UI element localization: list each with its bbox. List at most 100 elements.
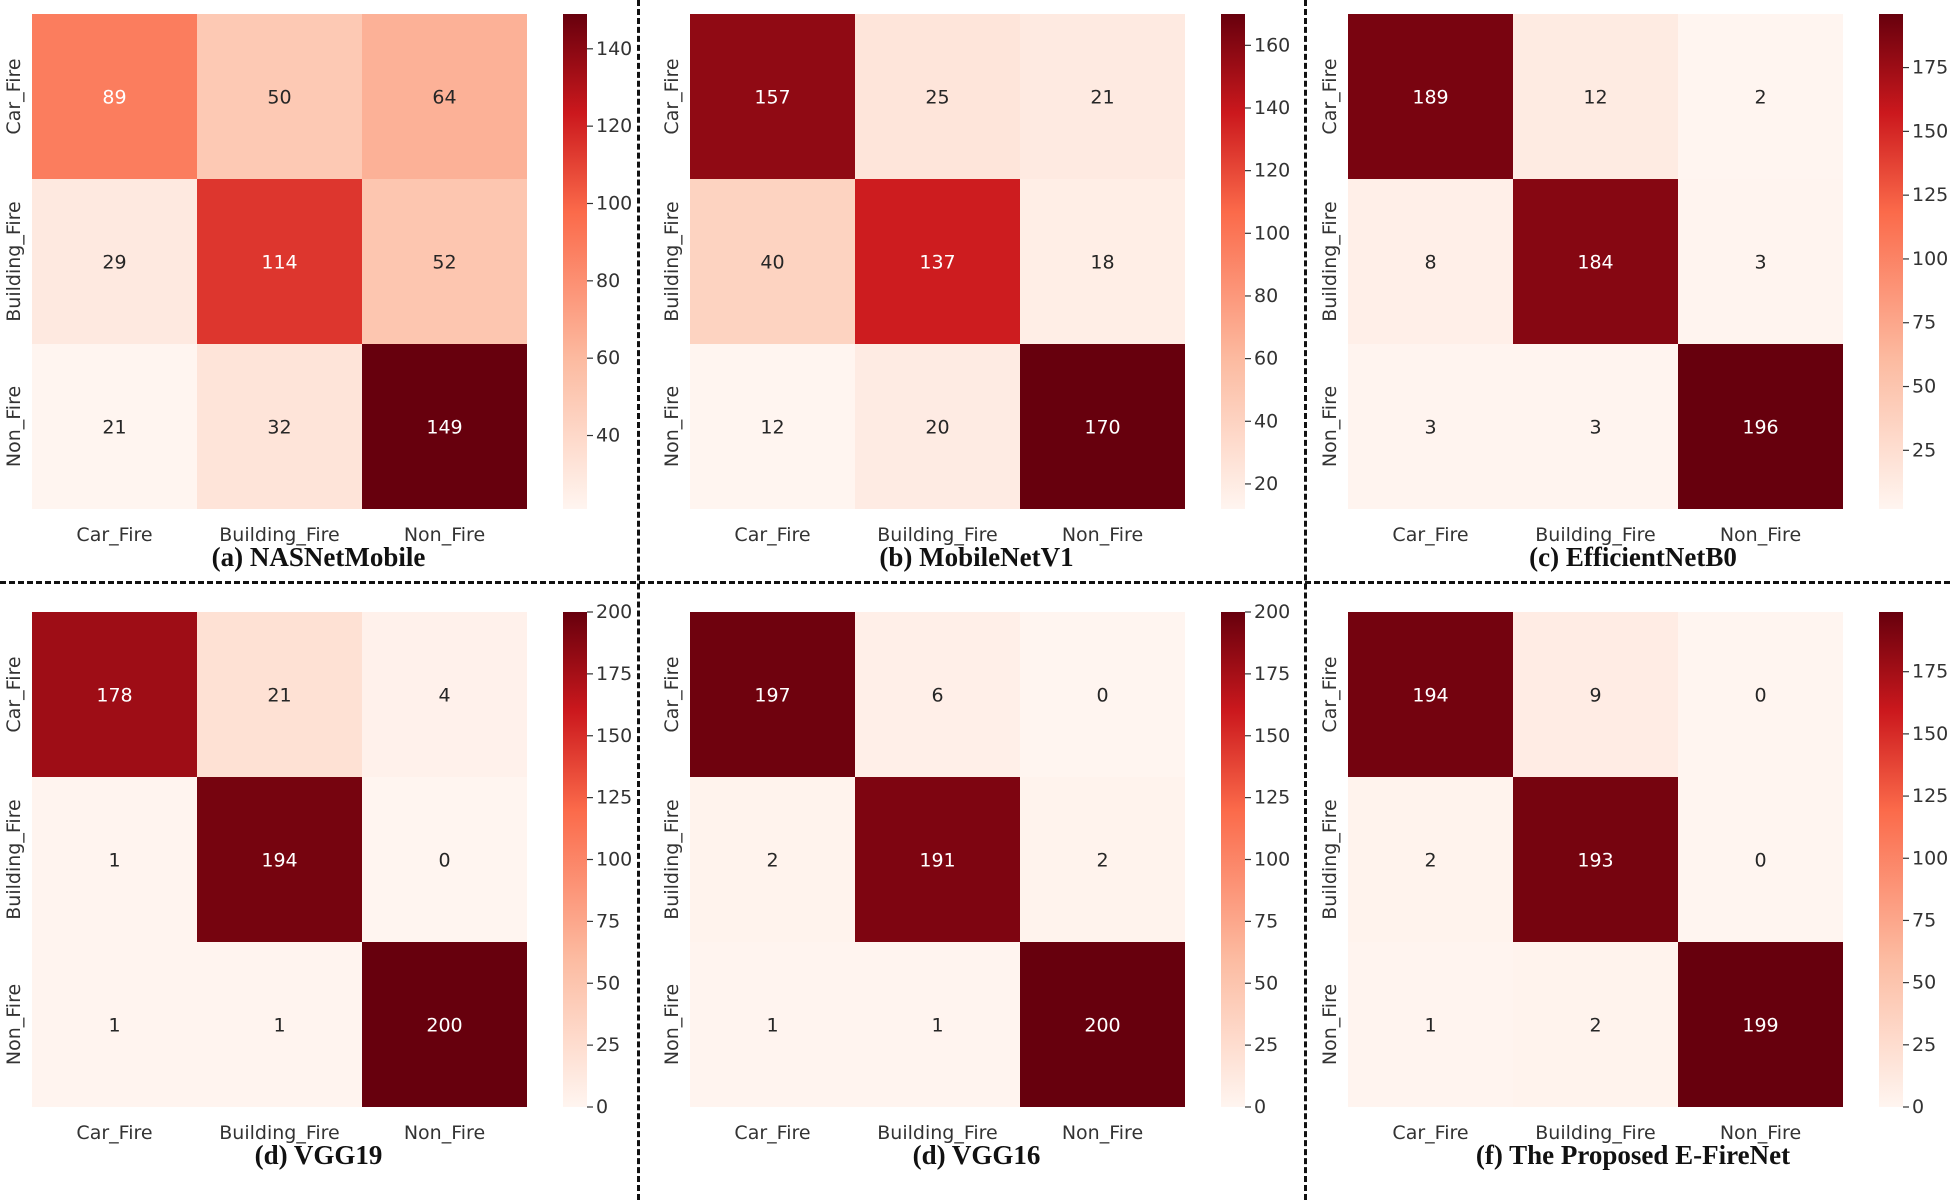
colorbar-tick-label: 0 <box>1254 1096 1266 1118</box>
colorbar-tick-label: 60 <box>596 347 620 369</box>
cell-value-label: 114 <box>261 252 297 274</box>
panel-efficientnetb0: 189 12 2 8 184 3 3 3 196 Car_Fire Building_Fire Non… <box>1316 0 1950 581</box>
cell-value-label: 197 <box>754 685 790 707</box>
cell-value-label: 18 <box>1090 252 1114 274</box>
colorbar-tick-label: 80 <box>1254 285 1278 307</box>
heatmap-cell <box>855 777 1020 942</box>
cell-value-label: 21 <box>267 685 291 707</box>
cell-value-label: 52 <box>432 252 456 274</box>
heatmap-cell <box>32 14 197 179</box>
heatmap-cell <box>1678 14 1843 179</box>
heatmap-cell <box>1678 344 1843 509</box>
cell-value-label: 1 <box>273 1015 285 1037</box>
heatmap-cell <box>197 942 362 1107</box>
cell-value-label: 191 <box>919 850 955 872</box>
heatmap-cell <box>197 612 362 777</box>
colorbar-tick-label: 100 <box>596 849 632 871</box>
cell-value-label: 9 <box>1589 685 1601 707</box>
cell-value-label: 189 <box>1412 87 1448 109</box>
heatmap-cell <box>855 942 1020 1107</box>
colorbar-tick-label: 25 <box>1912 1034 1936 1056</box>
colorbar <box>1221 14 1245 509</box>
x-tick-label: Non_Fire <box>1720 524 1801 546</box>
colorbar-tick-label: 200 <box>596 601 632 623</box>
cell-value-label: 29 <box>102 252 126 274</box>
cell-value-label: 149 <box>426 417 462 439</box>
colorbar-tick-label: 125 <box>1912 785 1948 807</box>
colorbar-tick-label: 20 <box>1254 473 1278 495</box>
heatmap-cell <box>855 612 1020 777</box>
panel-nasnetmobile: 89 50 64 29 114 52 21 32 149 Car_Fire Building_Fir… <box>0 0 637 581</box>
colorbar-tick-label: 50 <box>1912 972 1936 994</box>
heatmap-cell <box>1348 14 1513 179</box>
heatmap-cell <box>362 777 527 942</box>
cell-value-label: 1 <box>108 850 120 872</box>
colorbar-tick-label: 150 <box>1254 725 1290 747</box>
heatmap-cell <box>362 344 527 509</box>
heatmap-cell <box>690 344 855 509</box>
cell-value-label: 12 <box>760 417 784 439</box>
x-tick-label: Car_Fire <box>76 524 152 546</box>
cell-value-label: 3 <box>1754 252 1766 274</box>
heatmap-cell <box>32 612 197 777</box>
heatmap-cell <box>855 344 1020 509</box>
colorbar-tick-label: 175 <box>1912 661 1948 683</box>
colorbar-tick-label: 120 <box>596 115 632 137</box>
heatmap-cell <box>855 179 1020 344</box>
y-tick-label: Building_Fire <box>3 201 25 322</box>
y-tick-label: Non_Fire <box>661 984 683 1065</box>
x-tick-label: Non_Fire <box>404 1122 485 1144</box>
heatmap-cell <box>1678 942 1843 1107</box>
cell-value-label: 64 <box>432 87 456 109</box>
colorbar-tick-label: 150 <box>1912 120 1948 142</box>
heatmap-cell <box>362 942 527 1107</box>
panel-title: (b) MobileNetV1 <box>879 542 1074 572</box>
heatmap-cell <box>32 942 197 1107</box>
y-tick-label: Car_Fire <box>661 656 683 732</box>
x-tick-label: Car_Fire <box>734 524 810 546</box>
heatmap-cell <box>1020 344 1185 509</box>
y-tick-label: Non_Fire <box>1319 386 1341 467</box>
heatmap-e-firenet: 194 9 0 2 193 0 1 2 199 Car_Fire Building_Fire Non_… <box>1319 612 1948 1144</box>
x-tick-label: Building_Fire <box>219 1122 340 1144</box>
cell-value-label: 40 <box>760 252 784 274</box>
heatmap-cell <box>1348 942 1513 1107</box>
colorbar-tick-label: 100 <box>596 192 632 214</box>
cell-value-label: 21 <box>1090 87 1114 109</box>
x-tick-label: Non_Fire <box>1062 524 1143 546</box>
heatmap-cell <box>197 14 362 179</box>
heatmap-cell <box>362 14 527 179</box>
colorbar-tick-label: 100 <box>1254 849 1290 871</box>
heatmap-cell <box>197 344 362 509</box>
cell-value-label: 137 <box>919 252 955 274</box>
x-tick-label: Car_Fire <box>734 1122 810 1144</box>
colorbar-tick-label: 25 <box>1254 1034 1278 1056</box>
heatmap-cell <box>32 179 197 344</box>
colorbar-tick-label: 25 <box>596 1034 620 1056</box>
heatmap-cell <box>1348 344 1513 509</box>
heatmap-cell <box>1020 179 1185 344</box>
heatmap-cell <box>1348 179 1513 344</box>
cell-value-label: 2 <box>1424 850 1436 872</box>
colorbar <box>1221 612 1245 1107</box>
heatmap-cell <box>1678 179 1843 344</box>
y-tick-label: Non_Fire <box>3 386 25 467</box>
colorbar-tick-label: 175 <box>1254 663 1290 685</box>
colorbar-tick-label: 150 <box>1912 723 1948 745</box>
heatmap-cell <box>1513 612 1678 777</box>
heatmap-cell <box>1020 612 1185 777</box>
x-tick-label: Building_Fire <box>877 1122 998 1144</box>
heatmap-cell <box>1678 612 1843 777</box>
panel-e-firenet: 194 9 0 2 193 0 1 2 199 Car_Fire Building_Fire Non_… <box>1316 598 1950 1198</box>
colorbar-tick-label: 40 <box>1254 410 1278 432</box>
colorbar-tick-label: 125 <box>1912 184 1948 206</box>
colorbar-tick-label: 0 <box>1912 1096 1924 1118</box>
heatmap-cell <box>1020 942 1185 1107</box>
colorbar-tick-label: 50 <box>1254 972 1278 994</box>
heatmap-cell <box>32 344 197 509</box>
cell-value-label: 21 <box>102 417 126 439</box>
cell-value-label: 184 <box>1577 252 1613 274</box>
cell-value-label: 194 <box>261 850 297 872</box>
y-tick-label: Building_Fire <box>661 201 683 322</box>
cell-value-label: 1 <box>766 1015 778 1037</box>
